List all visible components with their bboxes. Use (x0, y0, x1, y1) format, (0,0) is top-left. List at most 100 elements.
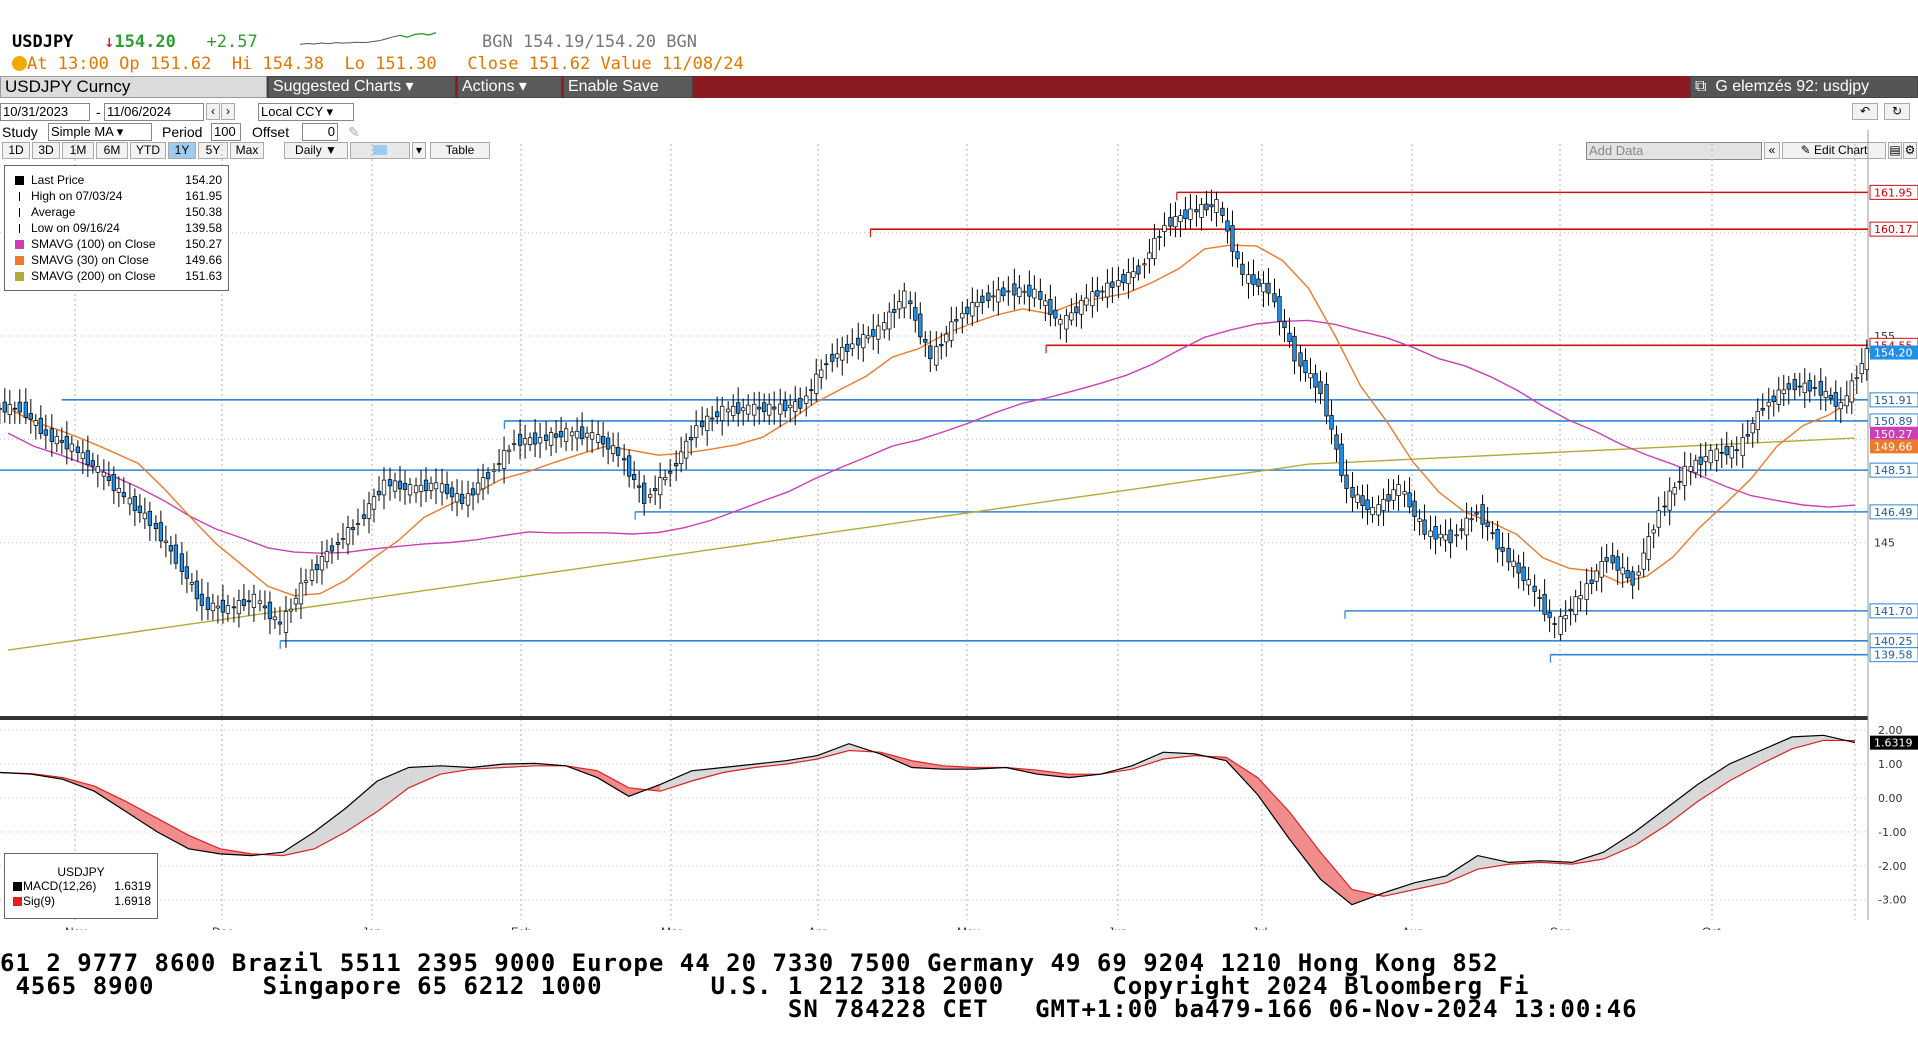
month-label: May (957, 925, 980, 930)
frequency-value: Daily (295, 143, 322, 157)
suggested-charts-button[interactable]: Suggested Charts ▾ (268, 76, 456, 98)
style-dropdown-button[interactable]: ▾ (412, 142, 426, 159)
study-select[interactable]: Simple MA ▾ (48, 123, 152, 141)
legend-value: 161.95 (185, 189, 222, 203)
candle-down (689, 436, 694, 441)
range-tab-6m[interactable]: 6M (96, 142, 128, 159)
candle-up (371, 496, 377, 510)
range-tab-1y[interactable]: 1Y (168, 142, 196, 159)
range-tab-1m[interactable]: 1M (62, 142, 94, 159)
refresh-button[interactable]: ↻ (1884, 103, 1910, 120)
currency-select[interactable]: Local CCY ▾ (258, 103, 354, 121)
candle-up (101, 471, 107, 477)
level-box (1869, 603, 1918, 619)
range-tab-ytd[interactable]: YTD (130, 142, 166, 159)
level-value-label: 148.51 (1874, 464, 1913, 477)
actions-button[interactable]: Actions ▾ (457, 76, 562, 98)
candle-down (928, 345, 933, 360)
legend-swatch (15, 240, 24, 249)
level-box (1869, 221, 1918, 237)
macd-fill (817, 743, 849, 759)
range-tab-max[interactable]: Max (230, 142, 264, 159)
candle-down (1329, 415, 1334, 430)
edit-chart-button[interactable]: ✎ Edit Chart (1782, 142, 1886, 159)
candle-down (772, 406, 777, 410)
candle-down (1095, 290, 1100, 297)
prev-period-button[interactable]: ‹ (206, 103, 220, 120)
candle-up (1714, 448, 1719, 461)
candle-up (887, 311, 892, 330)
export-icon: ⧉ (1695, 78, 1707, 95)
candle-down (1204, 203, 1209, 211)
level-value-label: 146.49 (1874, 506, 1913, 519)
candle-up (1859, 363, 1864, 375)
candle-up (574, 430, 580, 439)
period-label: Period (162, 124, 203, 140)
candle-down (1027, 284, 1032, 297)
chart-style-select[interactable] (350, 142, 410, 159)
candle-down (1277, 296, 1282, 322)
candle-down (1220, 207, 1225, 216)
enable-save-button[interactable]: Enable Save (563, 76, 693, 98)
candle-down (954, 319, 959, 322)
candle-up (1079, 300, 1084, 315)
table-button[interactable]: Table (430, 142, 490, 159)
level-box (1869, 647, 1918, 663)
candle-up (731, 405, 736, 416)
period-field[interactable]: 100 (211, 123, 241, 141)
collapse-icon[interactable]: « (1764, 142, 1780, 159)
candle-up (835, 353, 840, 359)
candle-up (720, 405, 725, 422)
candle-up (1729, 446, 1734, 459)
range-tab-1d[interactable]: 1D (2, 142, 30, 159)
price-chart[interactable]: 145155161.95160.17154.55151.91150.89148.… (0, 130, 1918, 930)
candle-up (257, 600, 263, 604)
candle-down (194, 580, 200, 600)
candle-up (210, 602, 216, 612)
range-tab-3d[interactable]: 3D (32, 142, 60, 159)
ticker-symbol: USDJPY (12, 32, 74, 52)
candle-down (1001, 287, 1006, 297)
start-date-field[interactable]: 10/31/2023 (0, 103, 90, 121)
candle-down (1542, 593, 1547, 615)
undo-button[interactable]: ↶ (1852, 103, 1878, 120)
macd-fill (1603, 831, 1635, 859)
month-label: Nov (65, 925, 86, 930)
level-box (1869, 392, 1918, 408)
candle-up (1126, 272, 1131, 285)
candle-down (908, 300, 913, 305)
candle-down (1792, 378, 1797, 391)
candle-down (121, 492, 127, 498)
security-field[interactable]: USDJPY Curncy (0, 76, 267, 98)
chart-tools-icon[interactable]: ▤ (1888, 142, 1902, 159)
macd-legend-label: MACD(12,26) (23, 879, 97, 893)
candle-down (28, 413, 33, 420)
chart-name-field[interactable]: ⧉ G elemzés 92: usdjpy (1690, 76, 1918, 98)
range-tab-5y[interactable]: 5Y (198, 142, 228, 159)
pencil-icon[interactable]: ✎ (348, 124, 360, 140)
next-period-button[interactable]: › (221, 103, 235, 120)
frequency-select[interactable]: Daily ▼ (284, 142, 348, 159)
macd-fill (1446, 855, 1478, 883)
candle-down (1448, 529, 1453, 544)
candle-down (1303, 360, 1308, 374)
candle-down (845, 343, 850, 352)
settings-gear-icon[interactable]: ⚙ (1903, 142, 1917, 159)
candle-up (1214, 199, 1219, 213)
end-date-field[interactable]: 11/06/2024 (104, 103, 204, 121)
candle-up (1116, 279, 1121, 287)
candle-down (856, 337, 861, 346)
add-data-input[interactable]: Add Data (1586, 142, 1762, 160)
candle-up (876, 325, 881, 340)
candle-up (1402, 491, 1407, 495)
macd-fill (1131, 752, 1164, 770)
candle-up (1802, 382, 1807, 394)
close-label: Close (467, 54, 519, 74)
candle-up (705, 415, 710, 431)
candle-down (12, 407, 17, 410)
candle-down (1209, 204, 1214, 208)
high-value: 154.38 (262, 54, 324, 74)
offset-field[interactable]: 0 (302, 123, 338, 141)
macd-tick-label: 1.00 (1878, 758, 1903, 771)
macd-fill (597, 770, 629, 797)
